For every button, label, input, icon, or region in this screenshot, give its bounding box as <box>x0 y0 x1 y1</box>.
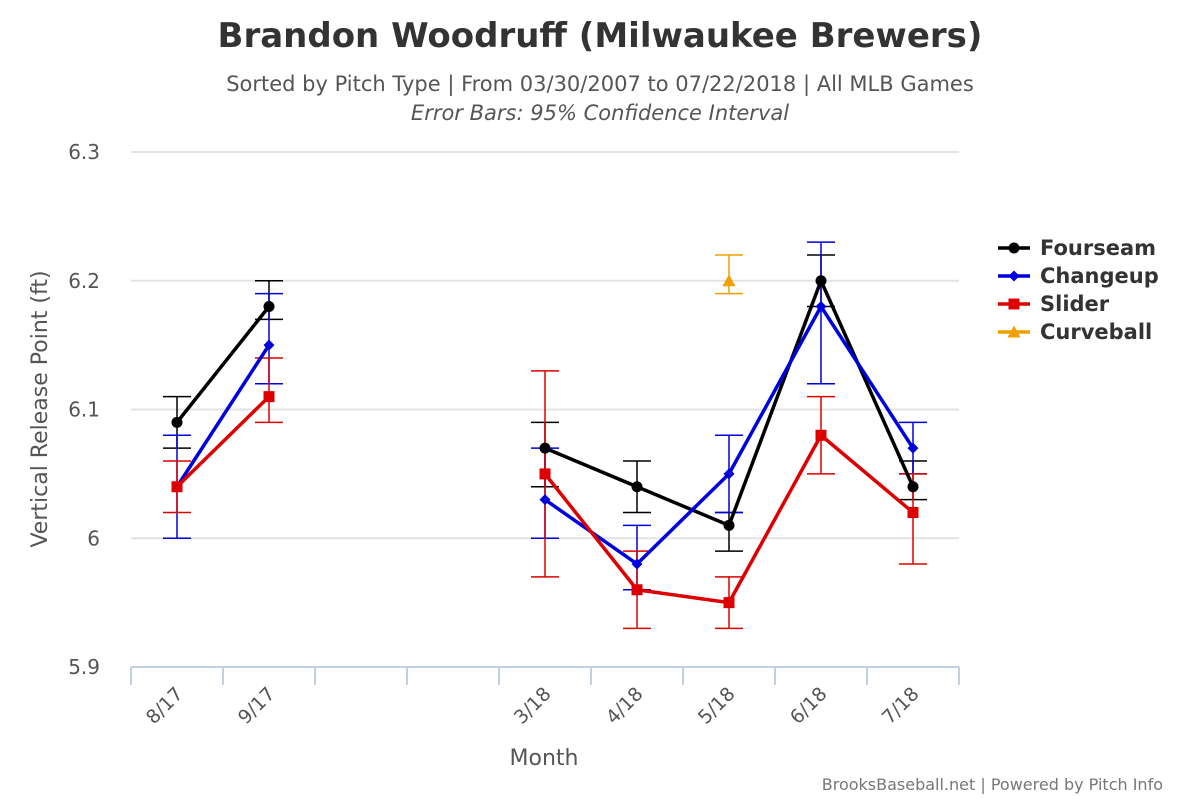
x-tick-label: 3/18 <box>510 683 556 729</box>
y-tick-label: 5.9 <box>68 655 100 679</box>
fourseam-point[interactable] <box>263 301 275 312</box>
changeup-point[interactable] <box>263 339 275 351</box>
changeup-error-bar <box>807 241 835 385</box>
fourseam-point[interactable] <box>907 481 919 493</box>
legend-marker[interactable] <box>1008 270 1020 282</box>
legend-item-changeup[interactable]: Changeup <box>998 264 1159 288</box>
fourseam-point[interactable] <box>815 275 827 287</box>
changeup-point[interactable] <box>631 558 643 570</box>
slider-point[interactable] <box>723 597 735 609</box>
y-tick-label: 6.1 <box>68 398 100 422</box>
fourseam-point[interactable] <box>723 519 735 531</box>
fourseam-line <box>175 305 271 424</box>
legend-marker[interactable] <box>1007 325 1021 338</box>
changeup-line <box>175 344 271 488</box>
x-tick-label: 7/18 <box>878 683 924 729</box>
slider-point[interactable] <box>171 481 183 493</box>
x-axis: 8/17 9/17 3/18 4/18 5/18 6/18 7/18 <box>130 666 960 729</box>
legend: Fourseam Changeup Slider Curveball <box>998 236 1159 344</box>
changeup-point[interactable] <box>815 301 827 312</box>
credits[interactable]: BrooksBaseball.net | Powered by Pitch In… <box>822 775 1163 794</box>
chart-subtitle-error-bars: Error Bars: 95% Confidence Interval <box>411 101 789 125</box>
legend-item-slider[interactable]: Slider <box>998 292 1110 316</box>
changeup-point[interactable] <box>907 442 919 454</box>
slider-point[interactable] <box>539 468 551 480</box>
fourseam-error-bar <box>715 511 743 552</box>
y-tick-label: 6 <box>87 526 100 550</box>
x-tick-label: 5/18 <box>694 683 740 729</box>
fourseam-point[interactable] <box>171 416 183 428</box>
curveball-point[interactable] <box>722 274 736 287</box>
slider-point[interactable] <box>907 507 919 518</box>
slider-point[interactable] <box>263 391 275 403</box>
changeup-point[interactable] <box>723 468 735 480</box>
y-axis-ticks: 5.9 6 6.1 6.2 6.3 <box>68 140 100 679</box>
legend-item-curveball[interactable]: Curveball <box>998 320 1152 344</box>
legend-marker[interactable] <box>1008 242 1020 254</box>
legend-marker[interactable] <box>1008 298 1020 310</box>
fourseam-point[interactable] <box>631 481 643 493</box>
series-markers <box>171 274 919 609</box>
slider-line <box>175 395 271 489</box>
chart-title: Brandon Woodruff (Milwaukee Brewers) <box>218 16 983 56</box>
legend-label: Changeup <box>1040 264 1159 288</box>
legend-label: Slider <box>1040 292 1110 316</box>
slider-point[interactable] <box>815 429 827 441</box>
x-tick-label: 6/18 <box>786 683 832 729</box>
fourseam-point[interactable] <box>539 442 551 454</box>
y-tick-label: 6.2 <box>68 269 100 293</box>
changeup-point[interactable] <box>539 494 551 506</box>
x-tick-label: 8/17 <box>142 683 188 729</box>
x-axis-title: Month <box>510 746 579 771</box>
y-axis-title: Vertical Release Point (ft) <box>28 270 53 547</box>
x-tick-label: 9/17 <box>234 683 280 729</box>
legend-label: Fourseam <box>1040 236 1156 260</box>
slider-point[interactable] <box>631 584 643 596</box>
legend-label: Curveball <box>1040 320 1152 344</box>
slider-error-bar <box>255 357 283 424</box>
y-tick-label: 6.3 <box>68 140 100 164</box>
x-tick-label: 4/18 <box>602 683 648 729</box>
legend-item-fourseam[interactable]: Fourseam <box>998 236 1156 260</box>
chart-subtitle: Sorted by Pitch Type | From 03/30/2007 t… <box>226 72 974 97</box>
